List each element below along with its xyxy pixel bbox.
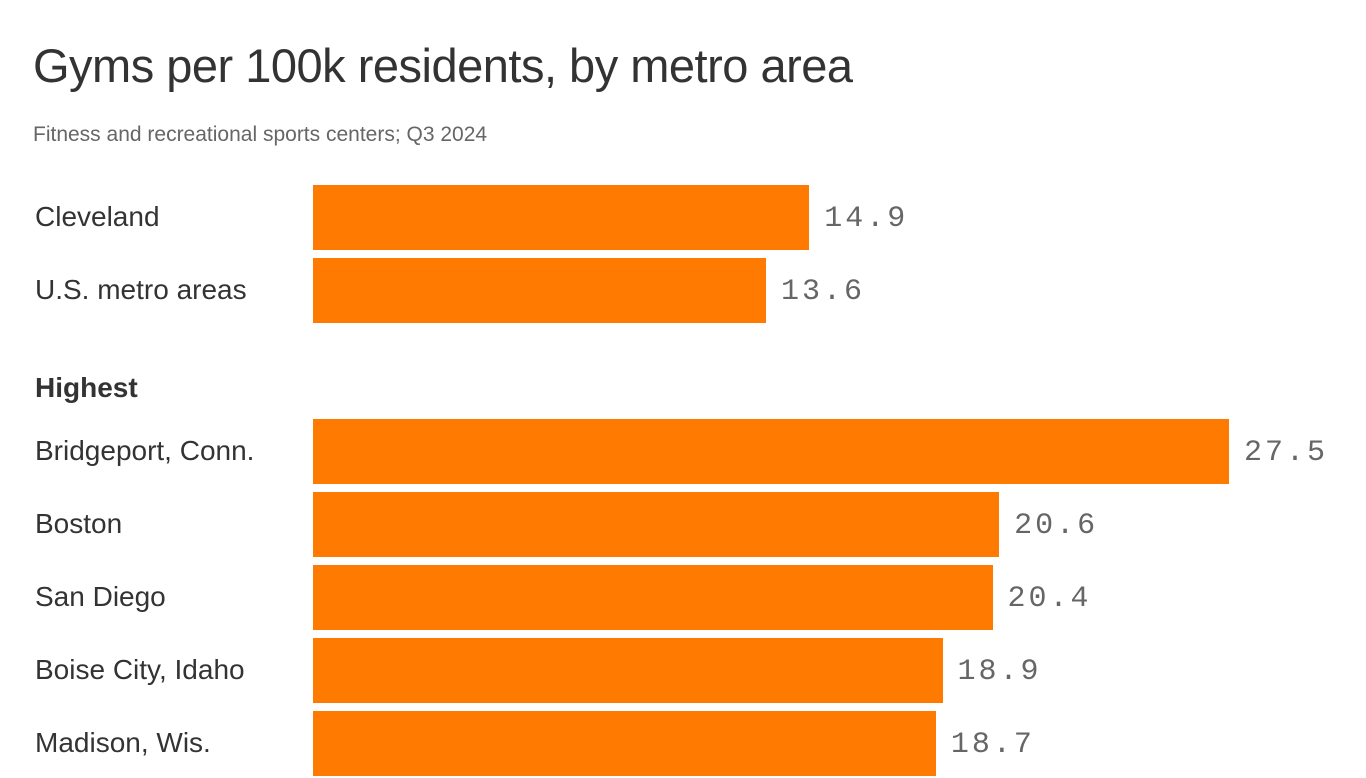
category-label: Madison, Wis. bbox=[35, 727, 211, 758]
chart-title: Gyms per 100k residents, by metro area bbox=[33, 39, 853, 92]
bar bbox=[313, 258, 766, 323]
bar bbox=[313, 638, 943, 703]
bar bbox=[313, 185, 810, 250]
bar bbox=[313, 492, 1000, 557]
chart-subtitle: Fitness and recreational sports centers;… bbox=[33, 123, 488, 146]
bar bbox=[313, 711, 936, 776]
category-label: Bridgeport, Conn. bbox=[35, 435, 255, 466]
data-label: 20.6 bbox=[1014, 509, 1099, 543]
category-label: Boston bbox=[35, 508, 123, 539]
data-label: 18.7 bbox=[950, 728, 1035, 762]
data-label: 13.6 bbox=[781, 275, 866, 309]
data-label: 18.9 bbox=[957, 655, 1042, 689]
category-label: Boise City, Idaho bbox=[35, 654, 245, 685]
category-label: U.S. metro areas bbox=[35, 274, 247, 305]
category-label: San Diego bbox=[35, 581, 166, 612]
bar bbox=[313, 419, 1229, 484]
group-label: Highest bbox=[35, 372, 138, 403]
bar bbox=[313, 565, 993, 630]
data-label: 27.5 bbox=[1244, 436, 1329, 470]
data-label: 14.9 bbox=[824, 202, 909, 236]
category-label: Cleveland bbox=[35, 201, 160, 232]
data-label: 20.4 bbox=[1007, 582, 1092, 616]
